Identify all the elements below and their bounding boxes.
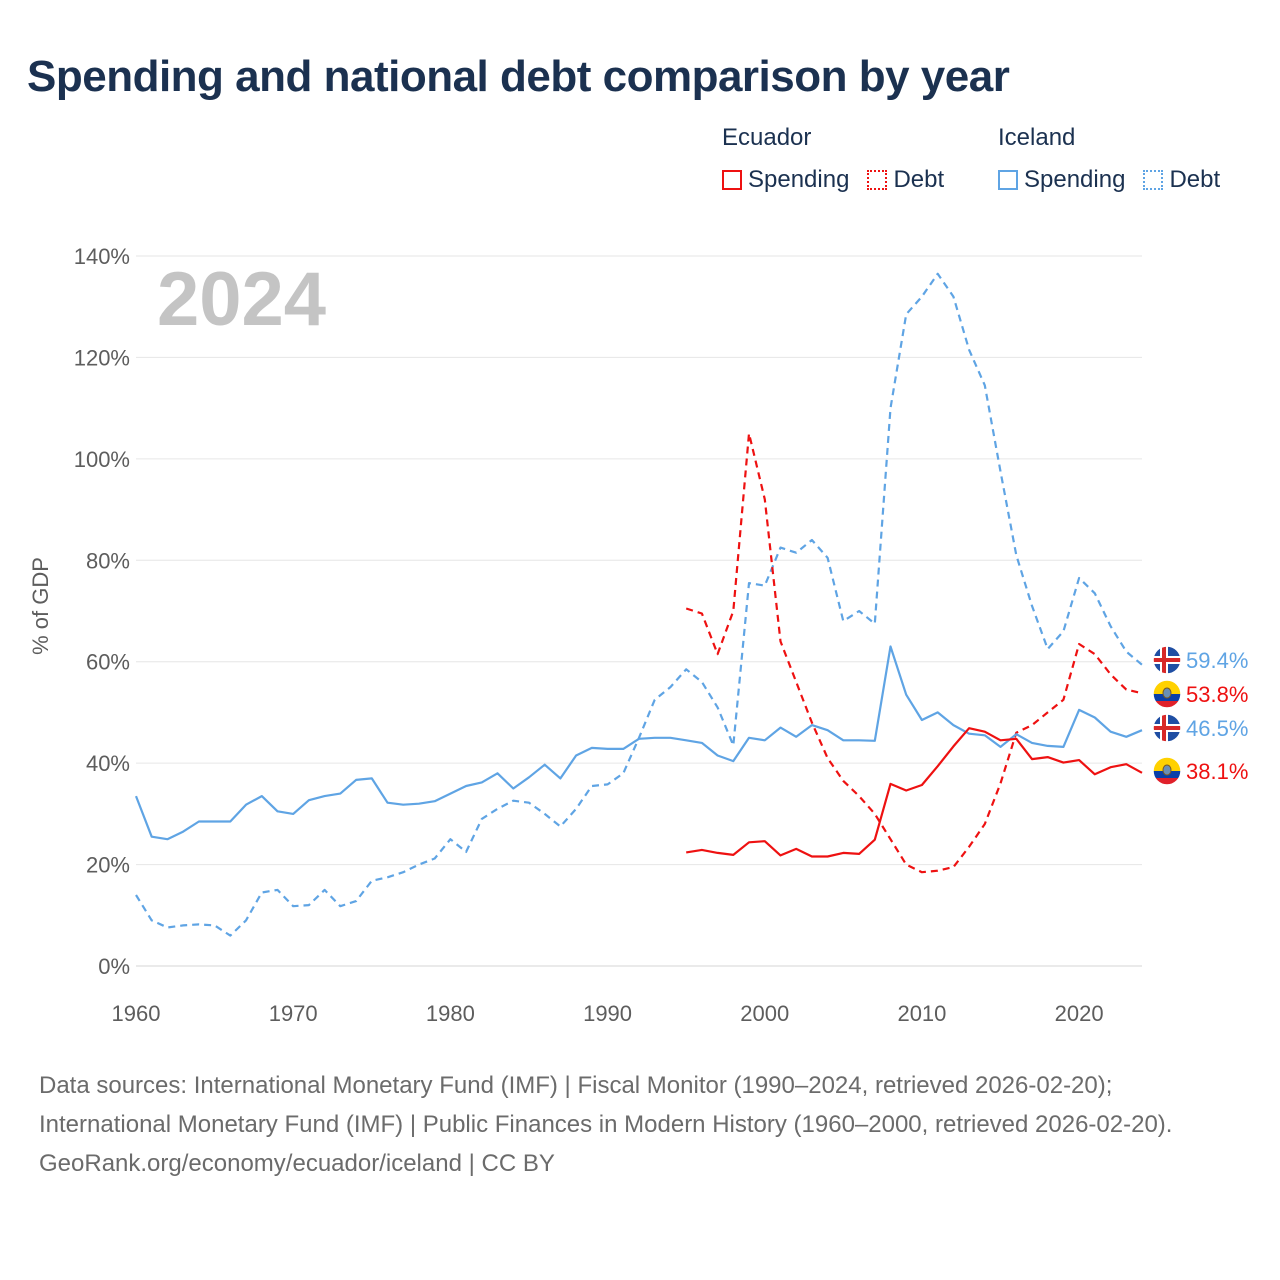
series-line-ecuador-debt[interactable]: [685, 432, 1143, 874]
x-tick-label: 1970: [269, 1001, 318, 1026]
x-tick-label: 2020: [1055, 1001, 1104, 1026]
legend-swatch-dotted: [1143, 170, 1164, 190]
legend-swatch-dotted: [867, 170, 888, 190]
x-tick-label: 2010: [897, 1001, 946, 1026]
x-tick-label: 1960: [112, 1001, 161, 1026]
legend-group-ecuador: Ecuador Spending Debt: [722, 124, 956, 194]
data-sources: Data sources: International Monetary Fun…: [39, 1072, 1173, 1138]
end-value-label: 46.5%: [1186, 716, 1248, 741]
end-marker-iceland-spending: 46.5%: [1152, 713, 1248, 743]
chart-title: Spending and national debt comparison by…: [27, 52, 1010, 101]
line-chart: 0% 20% 40% 60% 80% 100% 120% 140% 1960 1970 1980 19…: [28, 244, 1248, 1026]
series-line-ecuador-spending[interactable]: [686, 727, 1143, 858]
end-value-label: 59.4%: [1186, 648, 1248, 673]
series-line-iceland-debt[interactable]: [135, 272, 1143, 937]
legend-group-iceland: Iceland Spending Debt: [998, 124, 1220, 194]
footer: Data sources: International Monetary Fun…: [39, 1066, 1239, 1183]
credit-link[interactable]: GeoRank.org/economy/ecuador/iceland | CC…: [39, 1150, 555, 1177]
y-tick-label: 20%: [86, 853, 130, 878]
end-value-label: 53.8%: [1186, 682, 1248, 707]
end-marker-iceland-debt: 59.4%: [1152, 645, 1248, 675]
y-tick-label: 140%: [74, 244, 130, 269]
x-tick-label: 2000: [740, 1001, 789, 1026]
end-marker-ecuador-spending: 38.1%: [1152, 756, 1248, 786]
y-tick-label: 60%: [86, 650, 130, 675]
legend-swatch-solid: [722, 170, 742, 190]
series-line-iceland-spending[interactable]: [134, 645, 1143, 841]
y-tick-label: 40%: [86, 751, 130, 776]
iceland-flag-icon: [1153, 646, 1181, 674]
legend-group-name: Ecuador: [722, 124, 812, 151]
legend-label: Spending: [748, 166, 850, 193]
y-axis-label: % of GDP: [28, 557, 53, 655]
legend-item-ecuador-spending[interactable]: Spending: [722, 166, 849, 194]
legend-item-iceland-spending[interactable]: Spending: [998, 166, 1125, 194]
legend-item-iceland-debt[interactable]: Debt: [1143, 166, 1220, 194]
x-tick-label: 1990: [583, 1001, 632, 1026]
iceland-flag-icon: [1153, 714, 1181, 742]
y-tick-label: 100%: [74, 447, 130, 472]
legend-item-ecuador-debt[interactable]: Debt: [867, 166, 944, 194]
end-marker-ecuador-debt: 53.8%: [1152, 679, 1248, 709]
ecuador-flag-icon: [1153, 757, 1181, 785]
legend-label: Spending: [1024, 166, 1126, 193]
legend-label: Debt: [893, 166, 945, 193]
y-tick-label: 120%: [74, 345, 130, 370]
y-tick-label: 0%: [98, 954, 130, 979]
legend-label: Debt: [1169, 166, 1221, 193]
x-tick-label: 1980: [426, 1001, 475, 1026]
legend-swatch-solid: [998, 170, 1018, 190]
end-value-label: 38.1%: [1186, 759, 1248, 784]
ecuador-flag-icon: [1153, 680, 1181, 708]
year-watermark: 2024: [157, 257, 326, 342]
y-tick-label: 80%: [86, 548, 130, 573]
legend-group-name: Iceland: [998, 124, 1076, 151]
